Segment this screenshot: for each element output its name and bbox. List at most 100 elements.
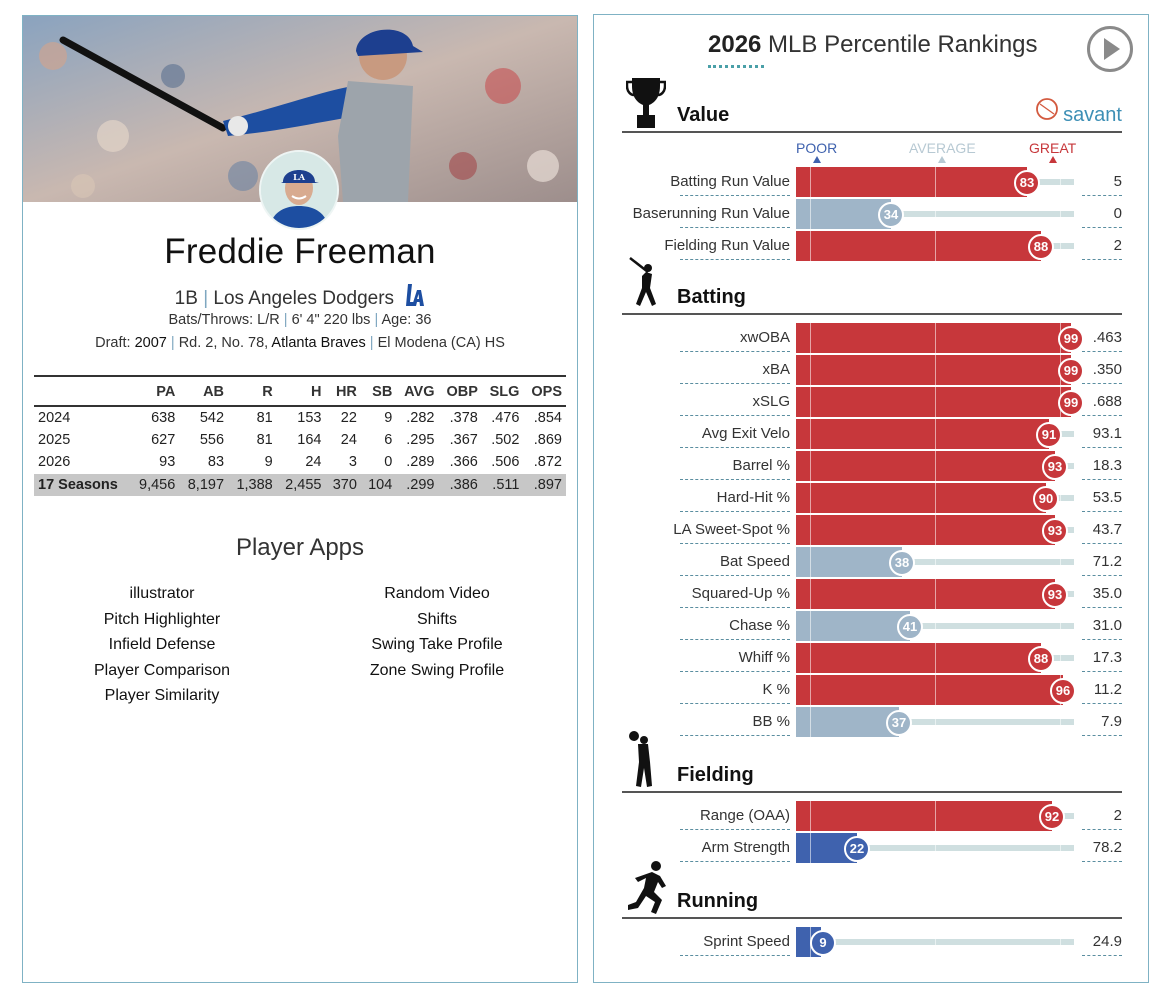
percentile-bar: [796, 419, 1049, 449]
metric-row[interactable]: Squared-Up % 93 35.0: [594, 579, 1148, 611]
metric-label: Sprint Speed: [703, 933, 790, 950]
percentile-bar: [796, 387, 1071, 417]
fielder-icon: [626, 730, 660, 795]
stats-cell: .367: [449, 431, 478, 448]
stats-header-row: PA AB R H HR SB AVG OBP SLG OPS: [34, 375, 566, 407]
player-apps-title: Player Apps: [235, 534, 365, 561]
metric-row[interactable]: Batting Run Value 83 5: [594, 167, 1148, 199]
draft-school: El Modena (CA) HS: [377, 335, 505, 351]
percentile-circle: 41: [897, 614, 923, 640]
metric-row[interactable]: BB % 37 7.9: [594, 707, 1148, 739]
year-selector-underline[interactable]: [708, 65, 764, 68]
stats-header-cell[interactable]: SB: [360, 375, 397, 407]
section-label: Batting: [677, 286, 746, 308]
stats-header-cell[interactable]: SLG: [481, 375, 524, 407]
draft-team[interactable]: Atlanta Braves: [271, 335, 366, 351]
stats-cell: 81: [256, 409, 273, 426]
draft-round: Rd. 2, No. 78,: [178, 335, 269, 351]
stats-cell: 6: [384, 431, 393, 448]
percentile-bar-area: 93: [796, 451, 1076, 481]
app-link[interactable]: Swing Take Profile: [371, 636, 503, 653]
metric-row[interactable]: Bat Speed 38 71.2: [594, 547, 1148, 579]
metric-row[interactable]: Avg Exit Velo 91 93.1: [594, 419, 1148, 451]
row-divider: [1082, 447, 1122, 448]
app-link[interactable]: illustrator: [129, 585, 195, 602]
app-link[interactable]: Pitch Highlighter: [103, 610, 221, 628]
stats-header-cell[interactable]: R: [228, 375, 277, 407]
percentile-tick: [810, 675, 811, 705]
stats-table: PA AB R H HR SB AVG OBP SLG OPS 2024 638…: [34, 375, 566, 496]
app-link[interactable]: Zone Swing Profile: [369, 661, 505, 679]
metric-row[interactable]: Sprint Speed 9 24.9: [594, 927, 1148, 959]
section-label: Running: [677, 890, 759, 912]
percentile-bar-area: 99: [796, 387, 1084, 417]
stats-header-cell[interactable]: OBP: [438, 375, 482, 407]
svg-text:LA: LA: [293, 172, 306, 182]
savant-logo-link[interactable]: savant: [1063, 104, 1122, 126]
percentile-tick: [935, 451, 936, 481]
legend-poor: POOR: [796, 140, 837, 163]
metric-row[interactable]: LA Sweet-Spot % 93 43.7: [594, 515, 1148, 547]
app-link[interactable]: Player Similarity: [104, 687, 220, 704]
metric-label: LA Sweet-Spot %: [673, 521, 790, 538]
stats-cell: .378: [449, 409, 478, 426]
metric-row[interactable]: xwOBA 99 .463: [594, 323, 1148, 355]
metric-row[interactable]: Barrel % 93 18.3: [594, 451, 1148, 483]
stats-cell: 164: [297, 431, 322, 448]
draft-year[interactable]: 2007: [134, 335, 167, 351]
stats-header-cell[interactable]: OPS: [523, 375, 566, 407]
player-action-photo: [23, 16, 577, 202]
app-link[interactable]: Random Video: [384, 585, 490, 602]
stats-header-cell[interactable]: AVG: [396, 375, 439, 407]
percentile-tick: [1060, 199, 1061, 229]
stats-header-cell[interactable]: AB: [179, 375, 229, 407]
percentile-circle: 9: [810, 930, 836, 956]
percentile-tick: [810, 707, 811, 737]
app-link[interactable]: Player Comparison: [93, 661, 231, 679]
percentile-bar: [796, 547, 902, 577]
stats-cell: 22: [340, 409, 357, 426]
legend-average-label: AVERAGE: [909, 140, 976, 156]
app-link[interactable]: Shifts: [416, 610, 457, 628]
metric-row[interactable]: Whiff % 88 17.3: [594, 643, 1148, 675]
metric-row[interactable]: Hard-Hit % 90 53.5: [594, 483, 1148, 515]
player-team[interactable]: Los Angeles Dodgers: [213, 288, 395, 309]
percentile-tick: [935, 231, 936, 261]
metric-label: Bat Speed: [719, 553, 790, 570]
metric-row[interactable]: Range (OAA) 92 2: [594, 801, 1148, 833]
percentile-tick: [935, 707, 936, 737]
metric-row[interactable]: Chase % 41 31.0: [594, 611, 1148, 643]
metric-row[interactable]: K % 96 11.2: [594, 675, 1148, 707]
percentile-tick: [810, 547, 811, 577]
metric-row[interactable]: Fielding Run Value 88 2: [594, 231, 1148, 263]
percentile-tick: [810, 611, 811, 641]
stats-header-cell[interactable]: PA: [130, 375, 180, 407]
metric-value: 43.7: [1092, 521, 1122, 538]
percentile-tick: [810, 515, 811, 545]
row-divider: [1082, 575, 1122, 576]
percentile-tick: [810, 167, 811, 197]
stats-cell: .511: [481, 473, 524, 496]
play-animation-button[interactable]: [1087, 26, 1133, 72]
stats-cell: 2,455: [276, 473, 326, 496]
percentile-tick: [1060, 483, 1061, 513]
metric-row[interactable]: xBA 99 .350: [594, 355, 1148, 387]
percentile-tick: [810, 833, 811, 863]
app-link[interactable]: Infield Defense: [108, 636, 216, 653]
legend-average-marker: [938, 156, 947, 163]
percentile-tick: [1060, 231, 1061, 261]
metric-label: Whiff %: [738, 649, 790, 666]
metric-row[interactable]: Baserunning Run Value 34 0: [594, 199, 1148, 231]
row-divider: [1082, 607, 1122, 608]
player-apps-left-list: illustrator Pitch Highlighter Infield De…: [37, 581, 287, 709]
metric-value: 18.3: [1092, 457, 1122, 474]
metric-row[interactable]: Arm Strength 22 78.2: [594, 833, 1148, 865]
metric-value: 17.3: [1092, 649, 1122, 666]
percentile-bar-area: 22: [796, 833, 1076, 863]
stats-header-cell[interactable]: H: [276, 375, 326, 407]
stats-cell: .386: [438, 473, 482, 496]
percentile-tick: [810, 355, 811, 385]
stats-cell: 2024: [38, 409, 71, 426]
metric-row[interactable]: xSLG 99 .688: [594, 387, 1148, 419]
stats-header-cell[interactable]: HR: [325, 375, 361, 407]
